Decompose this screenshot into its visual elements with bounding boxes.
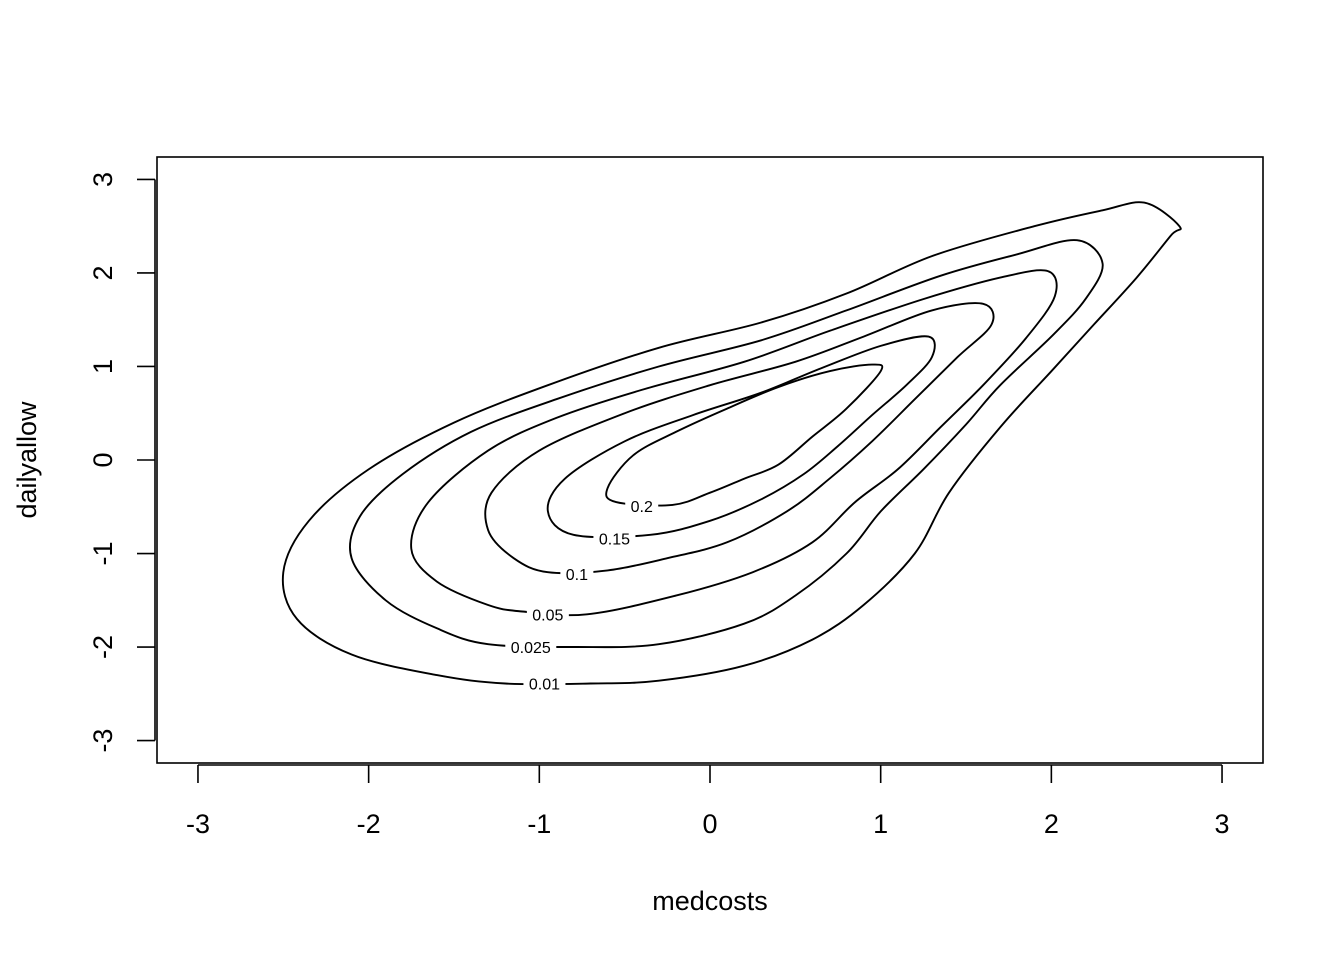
contour-label-bg xyxy=(593,528,636,549)
contour-line-0.025 xyxy=(348,239,1104,649)
y-tick-label: 1 xyxy=(88,359,118,374)
x-tick-label: 2 xyxy=(1044,809,1059,839)
contour-label: 0.2 xyxy=(631,499,653,516)
plot-frame xyxy=(156,156,1264,764)
contour-label-bg xyxy=(625,495,659,516)
x-tick-label: -3 xyxy=(186,809,210,839)
y-axis: -3 -2 -1 0 1 2 3 xyxy=(88,172,156,753)
y-tick-label: -1 xyxy=(88,542,118,566)
x-tick-label: 1 xyxy=(873,809,888,839)
x-tick-label: -1 xyxy=(527,809,551,839)
y-axis-label: dailyallow xyxy=(12,401,42,519)
x-tick-label: 0 xyxy=(702,809,717,839)
contour-line-0.1 xyxy=(484,302,995,575)
contour-label: 0.01 xyxy=(529,677,560,694)
contour-lines xyxy=(281,201,1182,686)
contour-label-bg xyxy=(505,637,557,658)
y-tick-label: -2 xyxy=(88,635,118,659)
contour-label: 0.05 xyxy=(532,607,563,624)
contour-line-0.01 xyxy=(281,201,1182,686)
contour-label: 0.15 xyxy=(599,532,630,549)
contour-label-bg xyxy=(523,673,566,694)
x-tick-label: -2 xyxy=(357,809,381,839)
contour-label: 0.1 xyxy=(566,567,588,584)
contour-label-bg xyxy=(560,564,594,585)
y-tick-label: 2 xyxy=(88,265,118,280)
x-tick-label: 3 xyxy=(1215,809,1230,839)
contour-line-0.05 xyxy=(410,269,1058,617)
contour-label: 0.025 xyxy=(511,640,551,657)
y-tick-label: 0 xyxy=(88,452,118,467)
contour-label-bg xyxy=(526,604,569,625)
x-axis-label: medcosts xyxy=(652,886,768,916)
y-tick-label: -3 xyxy=(88,729,118,753)
x-axis: -3 -2 -1 0 1 2 3 xyxy=(186,764,1230,839)
contour-labels: 0.01 0.025 0.05 0.1 0.150.2 xyxy=(505,495,659,694)
contour-line-0.2 xyxy=(605,363,884,507)
y-tick-label: 3 xyxy=(88,172,118,187)
contour-line-0.15 xyxy=(546,335,936,539)
